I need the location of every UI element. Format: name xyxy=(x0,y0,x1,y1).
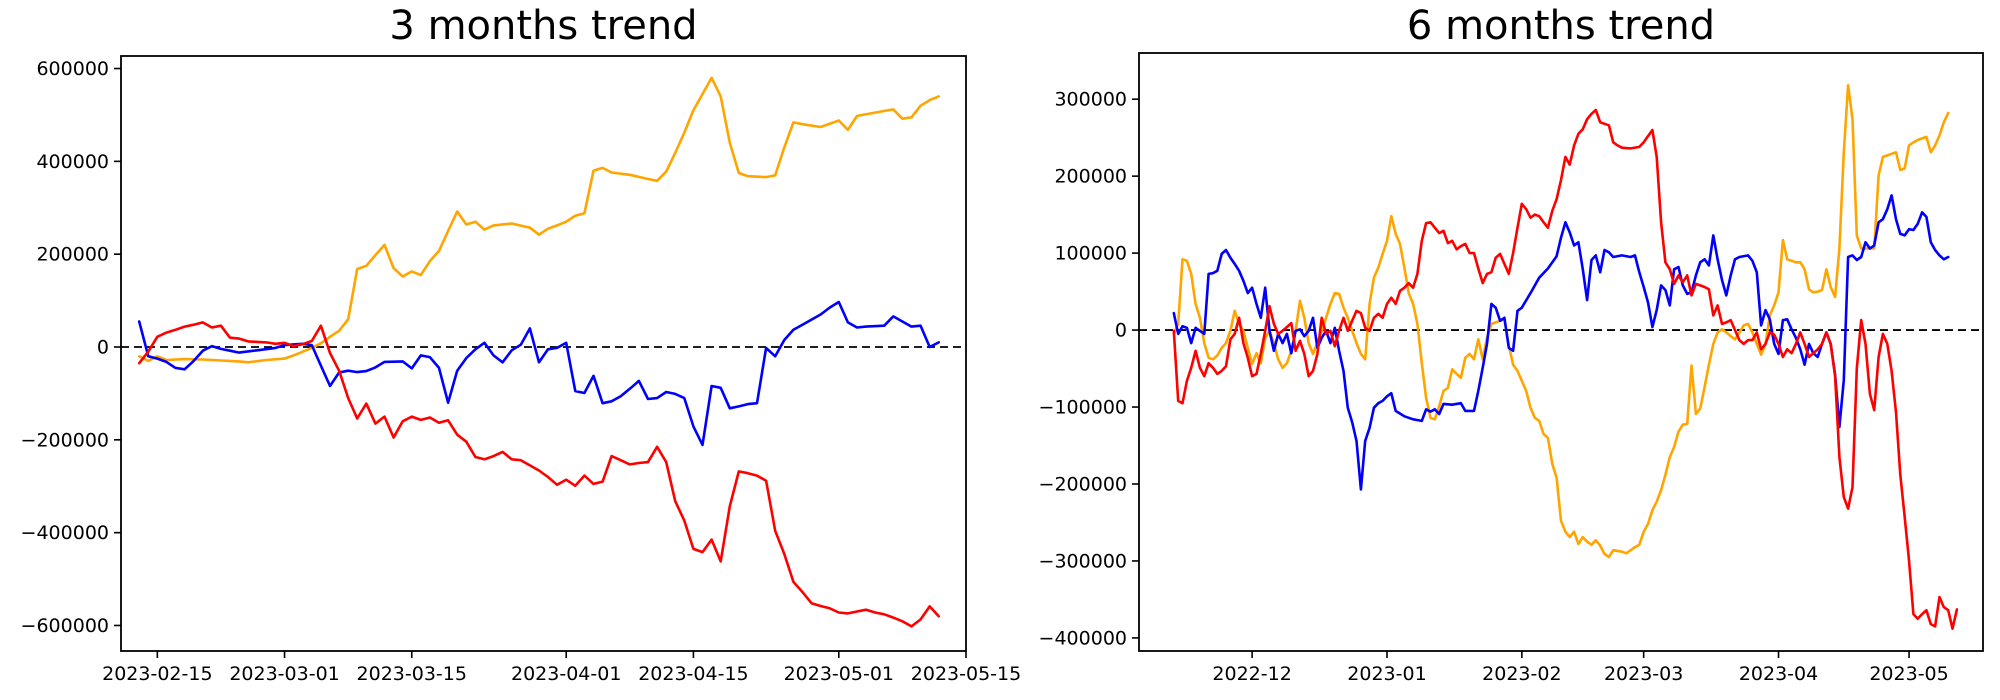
x-tick-label: 2023-02 xyxy=(1482,663,1561,685)
y-tick-label: 0 xyxy=(97,337,109,359)
y-tick-label: −400000 xyxy=(1039,627,1127,649)
y-tick-label: −100000 xyxy=(1039,397,1127,419)
x-tick-label: 2023-03-15 xyxy=(357,663,467,685)
y-tick-label: 400000 xyxy=(36,151,109,173)
x-tick-label: 2023-03 xyxy=(1604,663,1683,685)
series-blue-line xyxy=(137,300,941,447)
y-tick-label: 600000 xyxy=(36,58,109,80)
plot-border xyxy=(120,55,967,652)
x-tick-label: 2023-05-15 xyxy=(911,663,1021,685)
x-tick-label: 2023-04-15 xyxy=(638,663,748,685)
y-tick-label: −600000 xyxy=(21,615,109,637)
x-tick-label: 2023-05-01 xyxy=(784,663,894,685)
y-tick-label: 100000 xyxy=(1054,243,1127,265)
x-tick-label: 2022-12 xyxy=(1212,663,1291,685)
y-tick-label: −200000 xyxy=(1039,473,1127,495)
y-tick-label: −300000 xyxy=(1039,550,1127,572)
x-tick-label: 2023-04-01 xyxy=(511,663,621,685)
series-orange-line xyxy=(1172,84,1950,559)
chart-left-plot: 600000 400000 200000 0 −200000 −400000 −600000… xyxy=(21,55,1021,685)
series-red-line xyxy=(1172,108,1959,631)
series-orange-line xyxy=(137,76,941,364)
series-blue-line xyxy=(1172,194,1950,491)
x-tick-label: 2023-03-01 xyxy=(229,663,339,685)
y-tick-label: 200000 xyxy=(36,244,109,266)
x-tick-label: 2023-04 xyxy=(1739,663,1818,685)
y-tick-label: −400000 xyxy=(21,522,109,544)
y-tick-label: 200000 xyxy=(1054,166,1127,188)
x-tick-label: 2023-05 xyxy=(1869,663,1948,685)
chart-title-6-months: 6 months trend xyxy=(1406,3,1716,49)
y-tick-label: 300000 xyxy=(1054,89,1127,111)
y-tick-label: −200000 xyxy=(21,429,109,451)
series-red-line xyxy=(137,321,941,628)
y-tick-label: 0 xyxy=(1115,320,1127,342)
x-tick-label: 2023-02-15 xyxy=(102,663,212,685)
chart-right-plot: 300000 200000 100000 0 −100000 −200000 −300000… xyxy=(1039,52,1984,685)
plot-border xyxy=(1138,52,1984,652)
chart-title-3-months: 3 months trend xyxy=(389,3,698,49)
x-tick-label: 2023-01 xyxy=(1347,663,1426,685)
